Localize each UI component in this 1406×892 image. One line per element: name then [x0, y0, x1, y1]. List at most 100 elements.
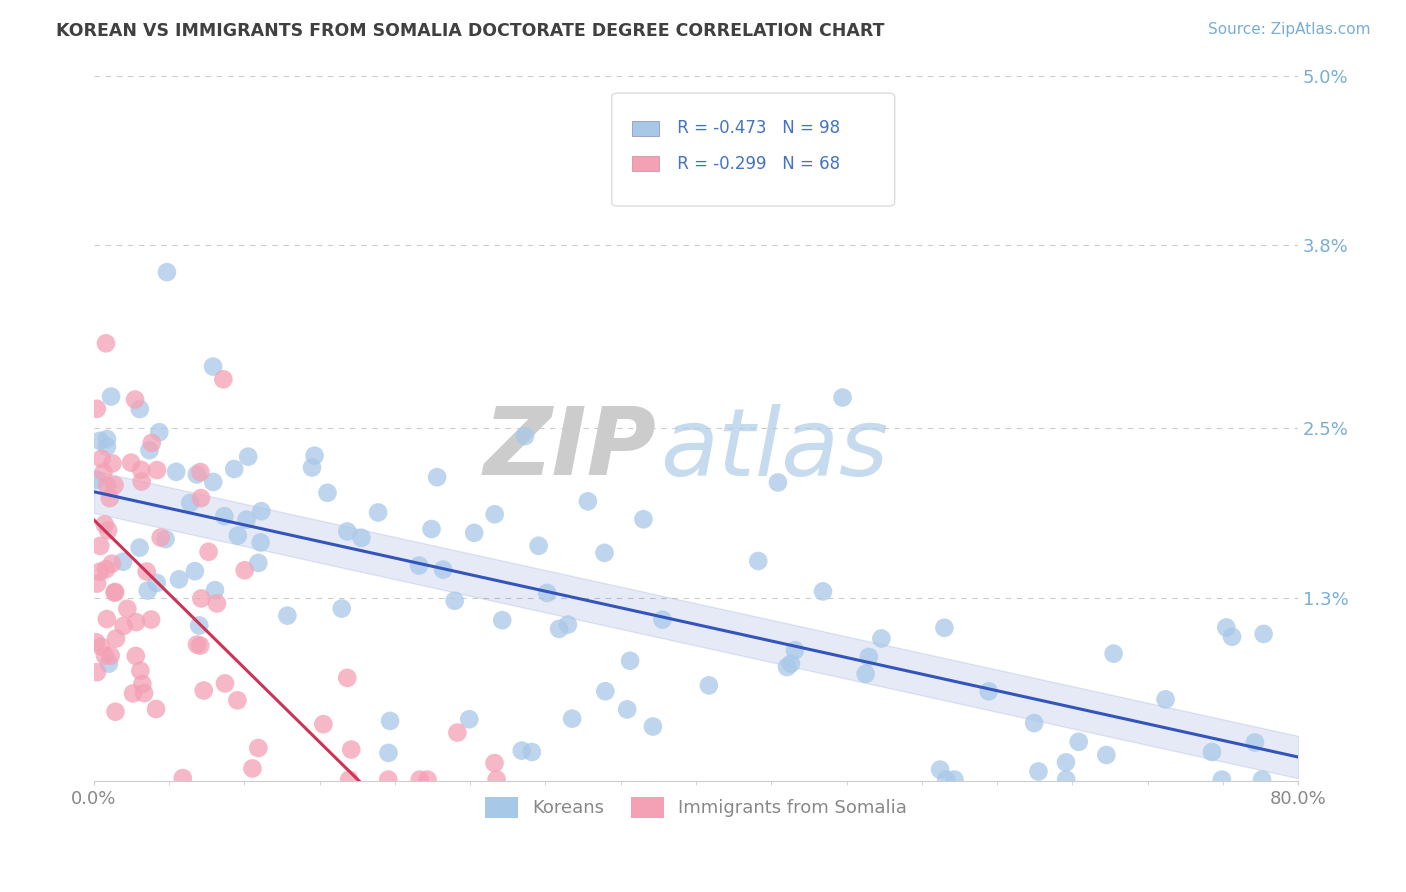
Point	[432, 563, 454, 577]
Point	[197, 545, 219, 559]
Point	[125, 615, 148, 629]
Point	[104, 585, 127, 599]
Point	[491, 613, 513, 627]
Point	[350, 531, 373, 545]
Point	[186, 638, 208, 652]
Point	[1253, 627, 1275, 641]
Point	[205, 597, 228, 611]
Point	[527, 539, 550, 553]
Point	[616, 702, 638, 716]
Point	[135, 565, 157, 579]
Point	[934, 621, 956, 635]
Point	[766, 475, 789, 490]
Point	[165, 465, 187, 479]
Point	[1102, 647, 1125, 661]
Point	[576, 494, 599, 508]
Point	[136, 583, 159, 598]
FancyBboxPatch shape	[612, 93, 894, 206]
Point	[330, 601, 353, 615]
Point	[124, 392, 146, 407]
Point	[1028, 764, 1050, 779]
Point	[104, 705, 127, 719]
Point	[513, 429, 536, 443]
Point	[443, 593, 465, 607]
Text: ZIP: ZIP	[484, 403, 657, 495]
Point	[776, 660, 799, 674]
Point	[697, 678, 720, 692]
Point	[129, 463, 152, 477]
Point	[651, 613, 673, 627]
Point	[202, 359, 225, 374]
Point	[89, 434, 111, 448]
Point	[377, 772, 399, 787]
Point	[633, 512, 655, 526]
Point	[112, 619, 135, 633]
Point	[1095, 747, 1118, 762]
Point	[747, 554, 769, 568]
Point	[367, 505, 389, 519]
Point	[619, 654, 641, 668]
Point	[89, 565, 111, 579]
Point	[125, 648, 148, 663]
Point	[167, 573, 190, 587]
Point	[97, 524, 120, 538]
Point	[190, 591, 212, 606]
Point	[780, 657, 803, 671]
Text: R = -0.299   N = 68: R = -0.299 N = 68	[672, 154, 839, 173]
Point	[247, 741, 270, 756]
Point	[783, 643, 806, 657]
Point	[224, 462, 246, 476]
Point	[557, 617, 579, 632]
Point	[188, 639, 211, 653]
Point	[84, 635, 107, 649]
Point	[96, 612, 118, 626]
Point	[148, 425, 170, 440]
Point	[1054, 772, 1077, 787]
Point	[510, 743, 533, 757]
Point	[377, 746, 399, 760]
Point	[1220, 630, 1243, 644]
Point	[831, 391, 853, 405]
Point	[141, 436, 163, 450]
Point	[548, 622, 571, 636]
Point	[336, 524, 359, 539]
Point	[250, 504, 273, 518]
Bar	[633, 156, 658, 171]
Point	[96, 432, 118, 446]
Point	[184, 564, 207, 578]
Point	[595, 684, 617, 698]
Point	[561, 712, 583, 726]
Point	[128, 402, 150, 417]
Point	[1067, 735, 1090, 749]
Point	[233, 563, 256, 577]
Point	[94, 336, 117, 351]
Point	[90, 640, 112, 654]
Point	[520, 745, 543, 759]
Point	[155, 532, 177, 546]
Point	[186, 467, 208, 482]
Text: Source: ZipAtlas.com: Source: ZipAtlas.com	[1208, 22, 1371, 37]
Point	[870, 632, 893, 646]
Point	[188, 618, 211, 632]
Point	[858, 649, 880, 664]
Point	[312, 717, 335, 731]
Point	[408, 558, 430, 573]
Point	[179, 496, 201, 510]
Point	[214, 509, 236, 524]
Point	[112, 555, 135, 569]
Point	[131, 677, 153, 691]
Point	[93, 466, 115, 480]
Point	[1215, 620, 1237, 634]
Point	[1154, 692, 1177, 706]
Point	[235, 513, 257, 527]
Point	[943, 772, 966, 787]
Point	[484, 508, 506, 522]
Point	[149, 531, 172, 545]
Point	[193, 683, 215, 698]
Point	[86, 665, 108, 680]
Point	[146, 463, 169, 477]
Point	[416, 772, 439, 787]
Point	[641, 719, 664, 733]
Point	[426, 470, 449, 484]
Point	[337, 772, 360, 787]
